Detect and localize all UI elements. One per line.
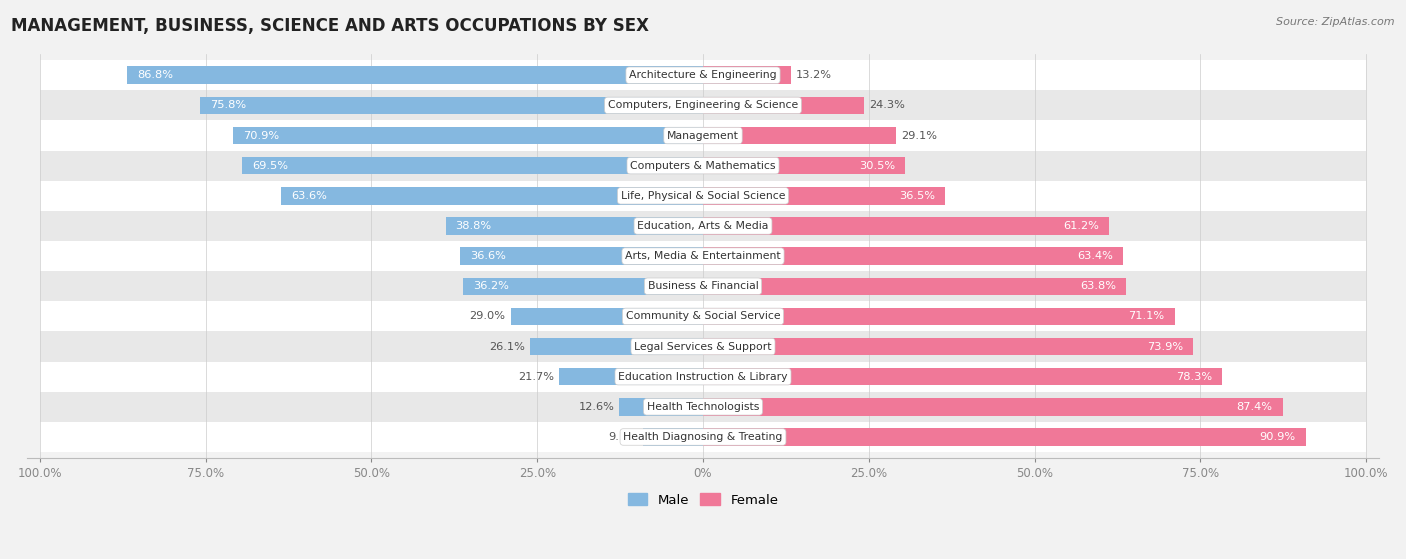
Text: 87.4%: 87.4% <box>1237 402 1272 412</box>
Text: 12.6%: 12.6% <box>578 402 614 412</box>
Text: Source: ZipAtlas.com: Source: ZipAtlas.com <box>1277 17 1395 27</box>
Bar <box>703 187 945 205</box>
Bar <box>463 277 703 295</box>
Bar <box>703 428 1306 446</box>
Text: 86.8%: 86.8% <box>138 70 173 80</box>
Bar <box>39 362 1367 392</box>
Text: 63.8%: 63.8% <box>1080 281 1116 291</box>
Text: 71.1%: 71.1% <box>1129 311 1164 321</box>
Bar <box>39 150 1367 181</box>
Text: 73.9%: 73.9% <box>1147 342 1182 352</box>
Bar <box>643 428 703 446</box>
Bar <box>39 271 1367 301</box>
Text: MANAGEMENT, BUSINESS, SCIENCE AND ARTS OCCUPATIONS BY SEX: MANAGEMENT, BUSINESS, SCIENCE AND ARTS O… <box>11 17 650 35</box>
Text: Legal Services & Support: Legal Services & Support <box>634 342 772 352</box>
Text: 29.1%: 29.1% <box>901 130 938 140</box>
Text: 29.0%: 29.0% <box>470 311 505 321</box>
Bar <box>703 368 1222 386</box>
Text: 36.6%: 36.6% <box>470 251 506 261</box>
Bar <box>39 301 1367 331</box>
Text: Education Instruction & Library: Education Instruction & Library <box>619 372 787 382</box>
Bar <box>703 157 905 174</box>
Bar <box>703 307 1174 325</box>
Text: 63.4%: 63.4% <box>1077 251 1114 261</box>
Bar <box>281 187 703 205</box>
Bar <box>39 392 1367 422</box>
Text: 30.5%: 30.5% <box>859 160 896 170</box>
Bar <box>703 127 896 144</box>
Text: 69.5%: 69.5% <box>252 160 288 170</box>
Bar <box>128 67 703 84</box>
Text: Computers & Mathematics: Computers & Mathematics <box>630 160 776 170</box>
Bar <box>39 422 1367 452</box>
Bar <box>460 248 703 265</box>
Text: 90.9%: 90.9% <box>1260 432 1296 442</box>
Text: 9.1%: 9.1% <box>609 432 637 442</box>
Text: 63.6%: 63.6% <box>291 191 328 201</box>
Bar <box>39 331 1367 362</box>
Text: Computers, Engineering & Science: Computers, Engineering & Science <box>607 101 799 110</box>
Bar <box>200 97 703 114</box>
Bar <box>620 398 703 415</box>
Bar <box>39 60 1367 91</box>
Bar <box>39 241 1367 271</box>
Bar <box>530 338 703 356</box>
Bar <box>703 97 865 114</box>
Bar <box>703 277 1126 295</box>
Bar <box>446 217 703 235</box>
Bar <box>39 120 1367 150</box>
Text: 70.9%: 70.9% <box>243 130 278 140</box>
Legend: Male, Female: Male, Female <box>623 488 783 512</box>
Bar <box>242 157 703 174</box>
Text: 38.8%: 38.8% <box>456 221 492 231</box>
Text: 36.5%: 36.5% <box>898 191 935 201</box>
Bar <box>703 217 1109 235</box>
Text: 26.1%: 26.1% <box>489 342 524 352</box>
Text: 13.2%: 13.2% <box>796 70 832 80</box>
Text: Life, Physical & Social Science: Life, Physical & Social Science <box>621 191 785 201</box>
Text: 24.3%: 24.3% <box>869 101 905 110</box>
Text: 61.2%: 61.2% <box>1063 221 1099 231</box>
Text: 36.2%: 36.2% <box>472 281 509 291</box>
Text: Architecture & Engineering: Architecture & Engineering <box>630 70 776 80</box>
Bar <box>703 248 1123 265</box>
Text: Management: Management <box>666 130 740 140</box>
Text: Arts, Media & Entertainment: Arts, Media & Entertainment <box>626 251 780 261</box>
Bar <box>233 127 703 144</box>
Bar <box>510 307 703 325</box>
Bar <box>39 181 1367 211</box>
Bar <box>703 398 1282 415</box>
Text: 78.3%: 78.3% <box>1177 372 1212 382</box>
Bar <box>560 368 703 386</box>
Bar <box>39 211 1367 241</box>
Bar <box>703 338 1194 356</box>
Text: Education, Arts & Media: Education, Arts & Media <box>637 221 769 231</box>
Text: 75.8%: 75.8% <box>211 101 246 110</box>
Text: Community & Social Service: Community & Social Service <box>626 311 780 321</box>
Text: Health Technologists: Health Technologists <box>647 402 759 412</box>
Bar <box>39 91 1367 120</box>
Text: 21.7%: 21.7% <box>517 372 554 382</box>
Text: Business & Financial: Business & Financial <box>648 281 758 291</box>
Bar <box>703 67 790 84</box>
Text: Health Diagnosing & Treating: Health Diagnosing & Treating <box>623 432 783 442</box>
